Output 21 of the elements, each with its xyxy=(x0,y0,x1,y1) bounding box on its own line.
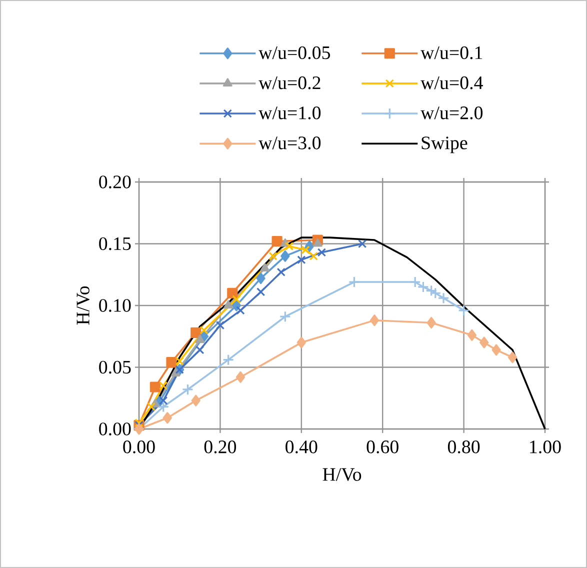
x-tick-label: 0.40 xyxy=(286,440,318,454)
y-tick-label: 0.10 xyxy=(99,299,131,312)
legend-label: w/u=2.0 xyxy=(420,106,483,120)
y-tick-label: 0.20 xyxy=(99,176,131,188)
y-axis-title: H/Vo xyxy=(76,286,90,325)
legend-label: w/u=0.1 xyxy=(420,46,482,60)
legend-label: w/u=0.2 xyxy=(258,76,320,90)
legend-label: w/u=0.05 xyxy=(258,46,330,60)
legend-label: Swipe xyxy=(422,136,468,154)
x-tick-label: 0.60 xyxy=(366,440,398,454)
x-axis-title: H/Vo xyxy=(322,468,362,481)
legend-label: w/u=1.0 xyxy=(258,106,321,120)
x-tick-label: 1.00 xyxy=(530,440,561,454)
legend-label: w/u=3.0 xyxy=(258,136,321,150)
y-tick-label: 0.05 xyxy=(99,360,131,374)
legend-label: w/u=0.4 xyxy=(420,76,483,90)
y-tick-label: 0.00 xyxy=(99,422,131,436)
x-tick-label: 0.80 xyxy=(448,440,480,454)
x-tick-label: 0.00 xyxy=(123,440,155,454)
x-tick-label: 0.20 xyxy=(204,440,236,454)
y-tick-label: 0.15 xyxy=(99,237,131,250)
